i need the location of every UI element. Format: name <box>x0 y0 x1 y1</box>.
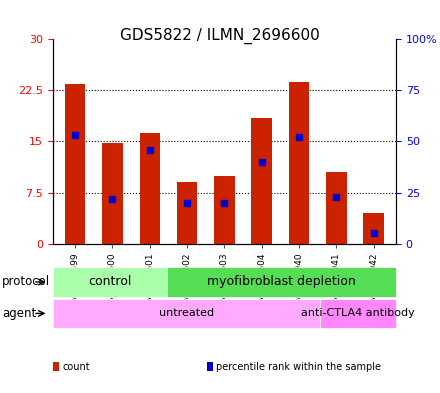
Text: GDS5822 / ILMN_2696600: GDS5822 / ILMN_2696600 <box>120 28 320 44</box>
Bar <box>139 133 160 244</box>
Bar <box>177 182 198 244</box>
Bar <box>65 84 85 244</box>
Bar <box>363 213 384 244</box>
Text: percentile rank within the sample: percentile rank within the sample <box>216 362 381 372</box>
Text: protocol: protocol <box>2 275 50 288</box>
Text: anti-CTLA4 antibody: anti-CTLA4 antibody <box>301 309 415 318</box>
Bar <box>214 176 235 244</box>
Text: agent: agent <box>2 307 37 320</box>
Bar <box>326 172 347 244</box>
Bar <box>251 118 272 244</box>
Bar <box>289 81 309 244</box>
Text: count: count <box>62 362 90 372</box>
Text: untreated: untreated <box>159 309 214 318</box>
Text: myofibroblast depletion: myofibroblast depletion <box>207 275 356 288</box>
Bar <box>102 143 123 244</box>
Text: control: control <box>88 275 132 288</box>
